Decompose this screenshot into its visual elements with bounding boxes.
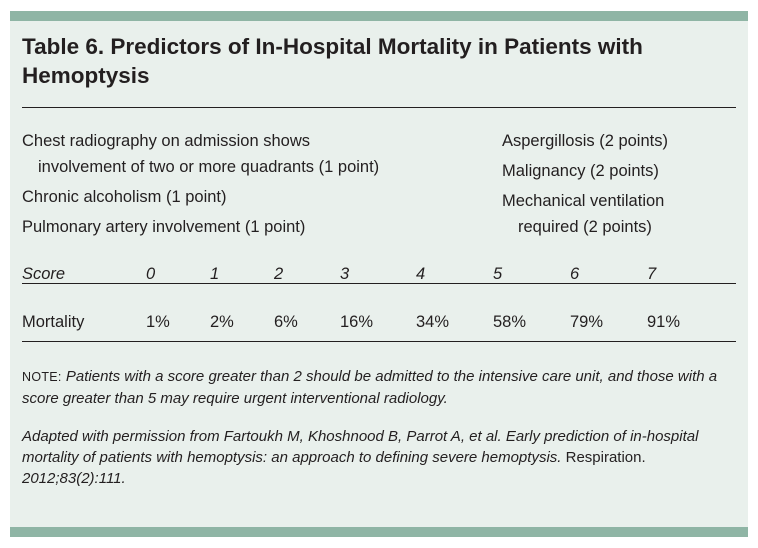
criterion-mechanical-ventilation-cont: required (2 points) [518, 218, 652, 236]
score-cell: 2 [274, 265, 284, 283]
score-label: Score [22, 265, 66, 283]
criterion-mechanical-ventilation: Mechanical ventilation [502, 192, 665, 210]
mortality-cell: 58% [493, 313, 527, 331]
criteria-right: Aspergillosis (2 points) Malignancy (2 p… [502, 128, 722, 240]
criteria-left: Chest radiography on admission shows inv… [22, 128, 492, 240]
mortality-cell: 2% [210, 313, 234, 331]
criterion-chest-radiography-cont: involvement of two or more quadrants (1 … [38, 158, 380, 176]
source-note: Adapted with permission from Fartoukh M,… [22, 426, 722, 489]
criterion-alcoholism: Chronic alcoholism (1 point) [22, 188, 227, 206]
mortality-cell: 1% [146, 313, 170, 331]
score-cell: 0 [146, 265, 156, 283]
table-box [10, 11, 748, 537]
criterion-aspergillosis: Aspergillosis (2 points) [502, 132, 668, 150]
mortality-rule [22, 341, 736, 342]
table-title: Table 6. Predictors of In-Hospital Morta… [22, 34, 643, 88]
source-text: Adapted with permission from Fartoukh M,… [22, 428, 699, 466]
score-cell: 7 [647, 265, 657, 283]
mortality-label: Mortality [22, 313, 85, 331]
score-cell: 1 [210, 265, 220, 283]
score-cell: 4 [416, 265, 426, 283]
score-rule [22, 283, 736, 284]
criterion-malignancy: Malignancy (2 points) [502, 162, 659, 180]
criterion-chest-radiography: Chest radiography on admission shows [22, 132, 310, 150]
note-prefix: NOTE: [22, 370, 62, 384]
criterion-pulmonary-artery: Pulmonary artery involvement (1 point) [22, 218, 306, 236]
note-text: Patients with a score greater than 2 sho… [22, 368, 718, 407]
mortality-cell: 16% [340, 313, 374, 331]
mortality-cell: 34% [416, 313, 450, 331]
table-note: NOTE: Patients with a score greater than… [22, 366, 722, 409]
mortality-cell: 79% [570, 313, 604, 331]
score-cell: 5 [493, 265, 503, 283]
source-citation: 2012;83(2):111. [22, 470, 126, 487]
mortality-cell: 6% [274, 313, 298, 331]
source-journal: Respiration. [565, 449, 646, 466]
mortality-cell: 91% [647, 313, 681, 331]
score-cell: 6 [570, 265, 580, 283]
title-rule [22, 107, 736, 108]
score-cell: 3 [340, 265, 350, 283]
